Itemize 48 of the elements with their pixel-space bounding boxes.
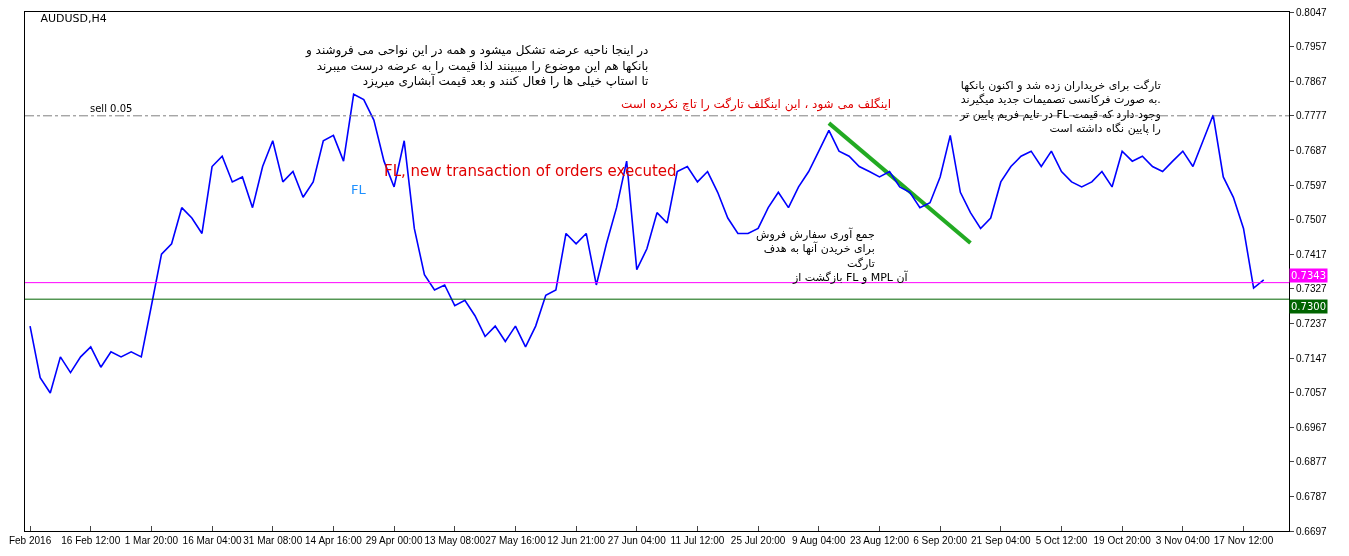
x-tick-label: 16 Feb 12:00 [61, 535, 121, 546]
x-tick-label: 19 Oct 20:00 [1093, 535, 1152, 546]
annotation: جمع آوری سفارش فروش برای خریدن آنها به هدف تارگت [756, 227, 875, 270]
x-tick-label: 31 Mar 08:00 [243, 535, 303, 546]
y-tick-label: 0.6877 [1296, 456, 1328, 468]
annotation: بازگشت از FL و MPL آن [792, 270, 909, 284]
y-tick-label: 0.7597 [1296, 179, 1328, 191]
x-tick-label: 14 Apr 16:00 [305, 535, 363, 546]
y-tick-label: 0.6967 [1296, 421, 1328, 433]
y-tick-label: 0.7327 [1296, 283, 1328, 295]
x-tick-label: Feb 2016 [8, 535, 52, 546]
annotation: FL [351, 182, 367, 197]
y-tick-label: 0.7057 [1296, 387, 1328, 399]
y-tick-label: 0.8047 [1296, 6, 1328, 18]
y-tick-label: 0.7147 [1296, 352, 1328, 364]
y-tick-label: 0.7777 [1296, 110, 1328, 122]
annotation: تارگت برای خریداران زده شد و اکنون بانکها به صورت فرکانسی تصمیمات جدید میگیرند. در تایم فریم پایین تر FL وجود دارد که قیمت را پایین نگاه داشته است [959, 79, 1161, 135]
x-tick-label: 17 Nov 12:00 [1213, 535, 1274, 546]
chart-title: AUDUSD,H4 [40, 11, 107, 25]
x-tick-label: 11 Jul 12:00 [670, 535, 725, 546]
y-tick-label: 0.6787 [1296, 490, 1328, 502]
y-tick-label: 0.7957 [1296, 41, 1328, 53]
x-tick-label: 6 Sep 20:00 [913, 535, 968, 546]
line-series [29, 93, 1265, 394]
x-tick-label: 1 Mar 20:00 [124, 535, 179, 546]
x-tick-label: 29 Apr 00:00 [365, 535, 423, 546]
x-tick-label: 3 Nov 04:00 [1155, 535, 1211, 546]
y-tick-label: 0.6697 [1296, 525, 1328, 537]
x-tick-label: 9 Aug 04:00 [792, 535, 846, 546]
x-tick-label: 13 May 08:00 [424, 535, 486, 546]
x-tick-label: 5 Oct 12:00 [1035, 535, 1088, 546]
ref-line-label: 0.7343 [1291, 270, 1326, 281]
x-tick-label: 27 Jun 04:00 [607, 535, 667, 546]
annotation: در اینجا ناحیه عرضه تشکل میشود و همه در این نواحی می فروشند و بانکها هم این موضوع را میبینند لذا قیمت را به عرضه درست میبرند تا استاپ خیلی ها را فعال کنند و بعد قیمت آبشاری میریزد [305, 43, 649, 90]
y-tick-label: 0.7237 [1296, 317, 1328, 329]
x-tick-label: 27 May 16:00 [485, 535, 547, 546]
y-tick-label: 0.7417 [1296, 248, 1328, 260]
x-tick-label: 21 Sep 04:00 [971, 535, 1031, 546]
ref-line-label: sell 0.05 [90, 103, 133, 114]
x-tick-label: 23 Aug 12:00 [849, 535, 910, 546]
annotation: اینگلف می شود ، این اینگلف تارگت را تاچ نکرده است [621, 97, 892, 112]
x-tick-label: 25 Jul 20:00 [730, 535, 786, 546]
y-tick-label: 0.7687 [1296, 144, 1328, 156]
ref-line-label: 0.7300 [1291, 301, 1326, 312]
x-tick-label: 12 Jun 21:00 [547, 535, 606, 546]
x-tick-label: 16 Mar 04:00 [182, 535, 242, 546]
y-tick-label: 0.7867 [1296, 75, 1328, 87]
y-tick-label: 0.7507 [1296, 214, 1328, 226]
